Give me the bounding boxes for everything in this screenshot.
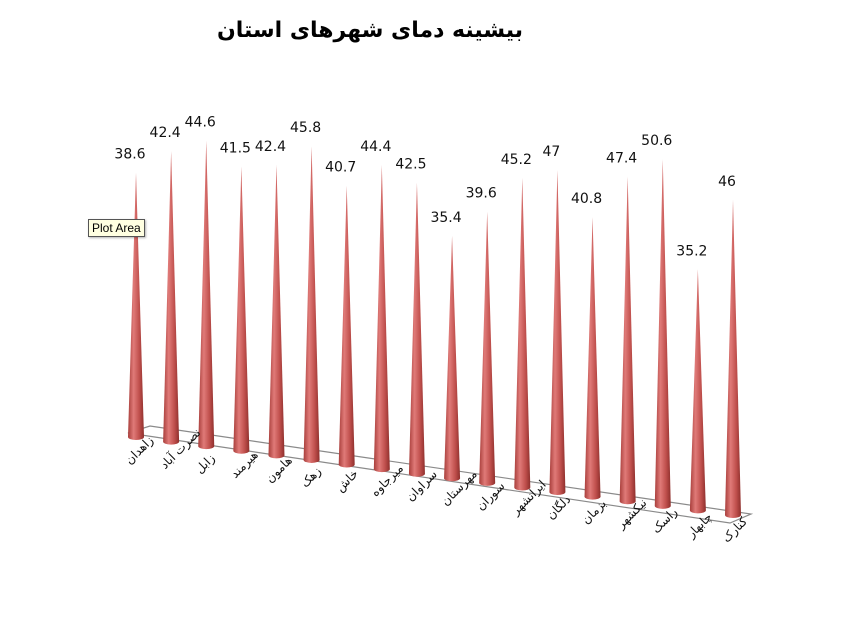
category-label: زابل bbox=[192, 451, 218, 477]
cone-bar[interactable] bbox=[479, 211, 496, 486]
data-label: 50.6 bbox=[641, 133, 672, 149]
cone-bar[interactable] bbox=[514, 177, 531, 491]
cone-bar[interactable] bbox=[163, 151, 180, 445]
data-label: 46 bbox=[718, 174, 736, 190]
cone-bar[interactable] bbox=[689, 269, 706, 514]
cone-bar[interactable] bbox=[233, 166, 250, 454]
category-label: زهک bbox=[298, 464, 325, 491]
cone-bar[interactable] bbox=[303, 146, 320, 463]
cone-bar[interactable] bbox=[444, 235, 461, 482]
cone-bar[interactable] bbox=[725, 199, 741, 518]
cone-bar[interactable] bbox=[619, 176, 636, 505]
data-label: 39.6 bbox=[466, 186, 497, 202]
data-label: 35.2 bbox=[676, 243, 707, 259]
data-label: 47 bbox=[542, 144, 560, 160]
cone-bar[interactable] bbox=[338, 185, 355, 468]
data-label: 45.2 bbox=[501, 152, 532, 168]
data-label: 42.4 bbox=[150, 125, 181, 141]
cone-bar[interactable] bbox=[584, 217, 601, 500]
cone-bar[interactable] bbox=[549, 170, 566, 496]
data-label: 40.8 bbox=[571, 191, 602, 207]
cone-bar[interactable] bbox=[128, 172, 144, 440]
cone-bar[interactable] bbox=[654, 159, 671, 509]
data-label: 45.8 bbox=[290, 120, 321, 136]
chart-title: بیشینه دمای شهرهای استان bbox=[217, 18, 523, 43]
cone-series bbox=[128, 140, 741, 518]
data-label: 38.6 bbox=[114, 147, 145, 163]
data-label: 35.4 bbox=[430, 210, 461, 226]
category-label: هامون bbox=[263, 453, 296, 486]
category-label: خاش bbox=[333, 467, 362, 496]
data-label: 40.7 bbox=[325, 160, 356, 176]
data-label: 42.5 bbox=[395, 157, 426, 173]
cone-bar[interactable] bbox=[268, 164, 285, 459]
data-label: 41.5 bbox=[220, 140, 251, 156]
cone-bar[interactable] bbox=[408, 182, 425, 477]
data-label: 47.4 bbox=[606, 151, 637, 167]
data-labels: 38.642.444.641.5 42.445.840.744.442.535.4… bbox=[114, 115, 736, 260]
cone-bar[interactable] bbox=[373, 164, 390, 473]
data-label: 42.4 bbox=[255, 139, 286, 155]
data-label: 44.4 bbox=[360, 139, 391, 155]
cone-bar[interactable] bbox=[198, 140, 215, 450]
data-label: 44.6 bbox=[185, 115, 216, 131]
plot-area-tooltip: Plot Area bbox=[88, 219, 145, 237]
